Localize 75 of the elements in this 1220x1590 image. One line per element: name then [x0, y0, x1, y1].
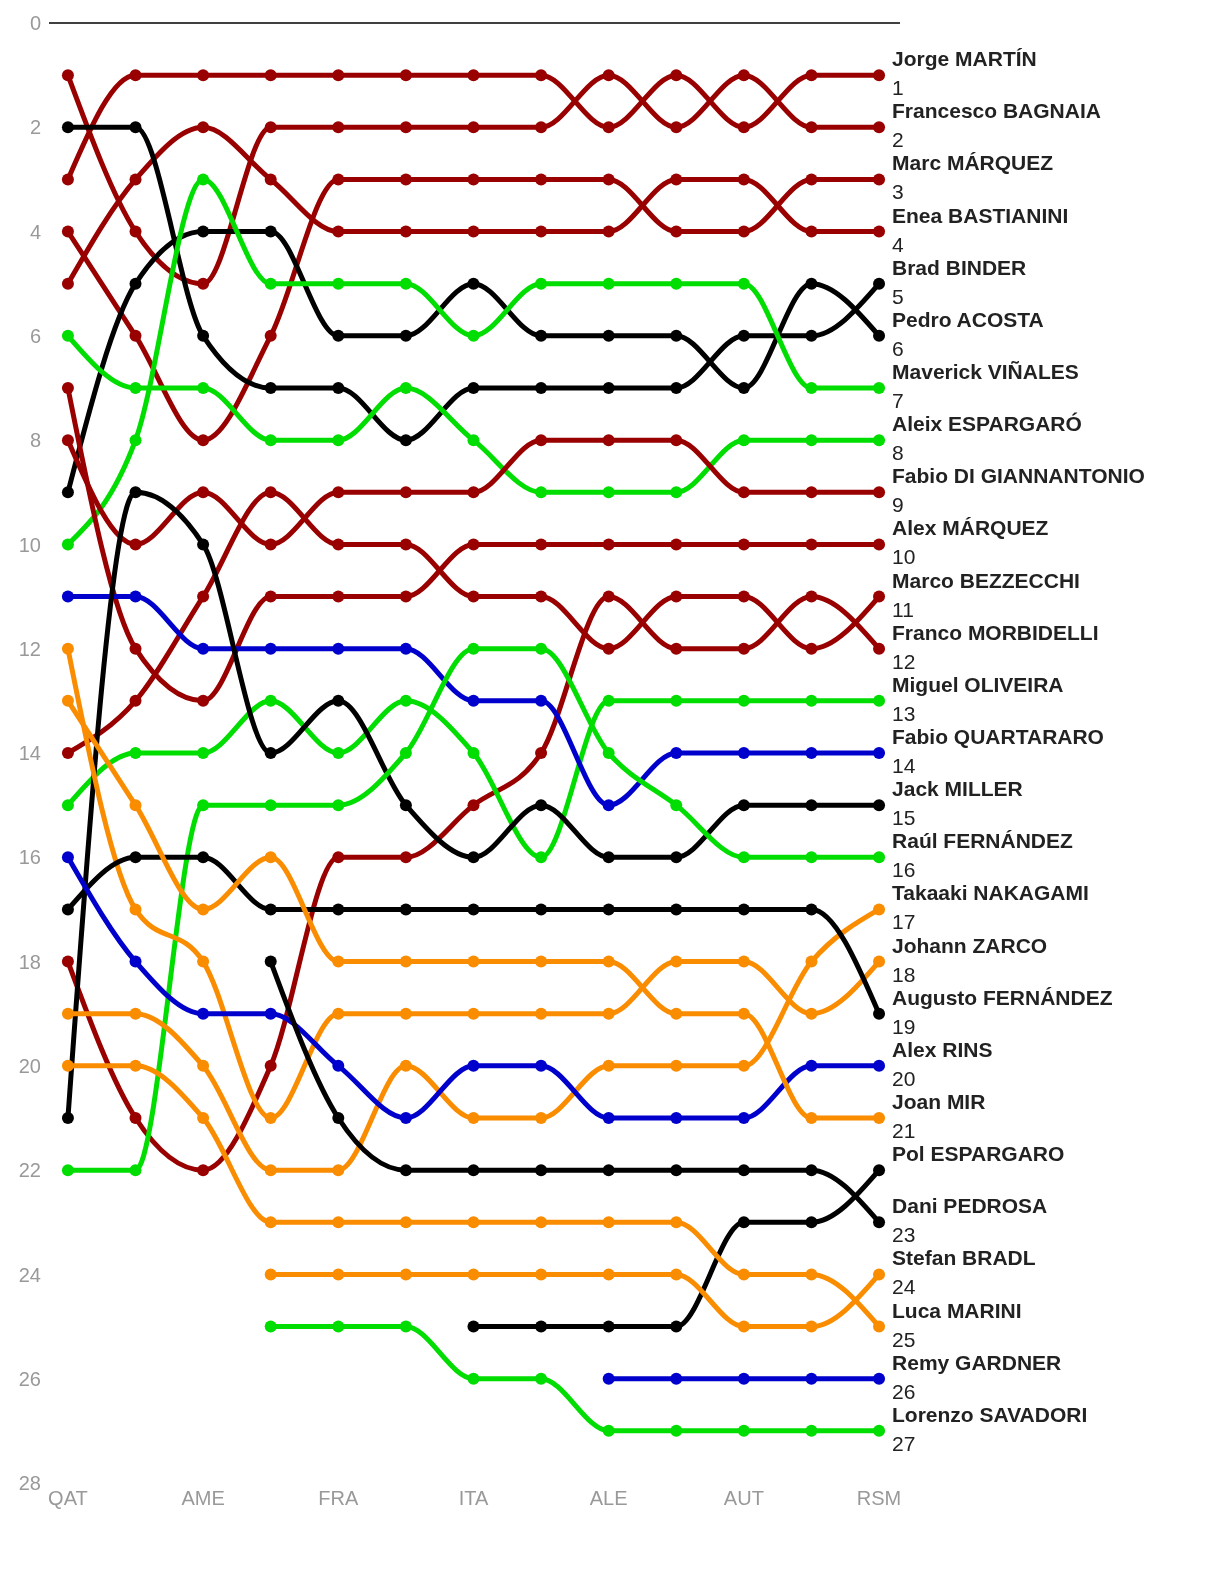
- y-tick-label: 20: [18, 1054, 41, 1077]
- y-tick-label: 18: [18, 950, 41, 973]
- data-label: 18: [892, 962, 916, 986]
- y-tick-label: 0: [29, 12, 41, 35]
- data-label: 10: [892, 545, 916, 569]
- x-tick-label: RSM: [856, 1487, 902, 1510]
- y-tick-label: 4: [29, 220, 41, 243]
- data-label: 20: [892, 1066, 916, 1090]
- series-label: Takaaki NAKAGAMI: [892, 881, 1089, 905]
- x-tick-label: FRA: [318, 1487, 359, 1510]
- series-label: Alex MÁRQUEZ: [892, 516, 1049, 540]
- series-label: Remy GARDNER: [892, 1350, 1062, 1374]
- y-tick-label: 12: [18, 637, 41, 660]
- y-tick-label: 8: [29, 429, 41, 452]
- series-label: Miguel OLIVEIRA: [892, 672, 1064, 696]
- y-tick-label: 28: [18, 1472, 41, 1495]
- series-label: Marco BEZZECCHI: [892, 568, 1080, 592]
- data-label: 3: [892, 180, 904, 204]
- data-label: 16: [892, 858, 916, 882]
- series-label: Jack MILLER: [892, 777, 1023, 801]
- series-label: Lorenzo SAVADORI: [892, 1402, 1088, 1426]
- x-tick-label: AUT: [723, 1487, 764, 1510]
- data-label: 24: [892, 1275, 916, 1299]
- series-label: Luca MARINI: [892, 1298, 1022, 1322]
- series-label: Fabio DI GIANNANTONIO: [892, 464, 1145, 488]
- series-label: Pedro ACOSTA: [892, 307, 1044, 331]
- data-label: 5: [892, 284, 904, 308]
- series-label: Brad BINDER: [892, 255, 1027, 279]
- series-label: Fabio QUARTARARO: [892, 725, 1104, 748]
- series-label: Marc MÁRQUEZ: [892, 151, 1054, 175]
- series-label: Dani PEDROSA: [892, 1194, 1048, 1218]
- data-label: 4: [892, 232, 905, 256]
- y-tick-label: 16: [18, 846, 41, 869]
- data-label: 12: [892, 649, 916, 673]
- series-label: Enea BASTIANINI: [892, 203, 1069, 227]
- series-label: Augusto FERNÁNDEZ: [892, 985, 1113, 1009]
- series-label: Alex RINS: [892, 1037, 993, 1061]
- x-tick-label: AME: [181, 1487, 225, 1510]
- data-label: 27: [892, 1431, 916, 1455]
- data-label: 2: [892, 128, 904, 152]
- y-tick-label: 2: [29, 116, 41, 139]
- data-label: 17: [892, 910, 916, 934]
- y-tick-label: 14: [18, 742, 41, 765]
- series-label: Pol ESPARGARO: [892, 1142, 1065, 1166]
- series-label: Maverick VIÑALES: [892, 360, 1079, 383]
- series-label: Stefan BRADL: [892, 1246, 1036, 1270]
- data-label: 9: [892, 493, 904, 517]
- series-label: Jorge MARTÍN: [892, 47, 1037, 71]
- series-label: Johann ZARCO: [892, 933, 1048, 957]
- series-label: Raúl FERNÁNDEZ: [892, 829, 1074, 853]
- series-label: Aleix ESPARGARÓ: [892, 412, 1082, 436]
- data-label: 21: [892, 1119, 916, 1142]
- y-tick-label: 6: [29, 324, 41, 347]
- data-label: 1: [892, 76, 904, 100]
- data-label: 23: [892, 1223, 916, 1247]
- data-label: 14: [892, 754, 916, 777]
- series-label: Francesco BAGNAIA: [892, 99, 1101, 123]
- data-label: 7: [892, 389, 904, 412]
- y-tick-label: 24: [18, 1263, 41, 1286]
- data-label: 25: [892, 1327, 916, 1351]
- y-tick-label: 22: [18, 1159, 41, 1182]
- series-label: Joan MIR: [892, 1090, 986, 1113]
- data-label: 26: [892, 1379, 916, 1403]
- data-label: 13: [892, 701, 916, 725]
- x-tick-label: ITA: [458, 1487, 489, 1510]
- y-tick-label: 10: [18, 533, 41, 556]
- data-label: 11: [892, 597, 914, 621]
- data-label: 8: [892, 441, 904, 465]
- data-label: 19: [892, 1014, 916, 1038]
- x-tick-label: QAT: [48, 1487, 88, 1510]
- data-label: 6: [892, 336, 904, 360]
- y-tick-label: 26: [18, 1367, 41, 1390]
- data-label: 15: [892, 806, 916, 830]
- series-label: Franco MORBIDELLI: [892, 620, 1099, 644]
- x-tick-label: ALE: [589, 1487, 628, 1510]
